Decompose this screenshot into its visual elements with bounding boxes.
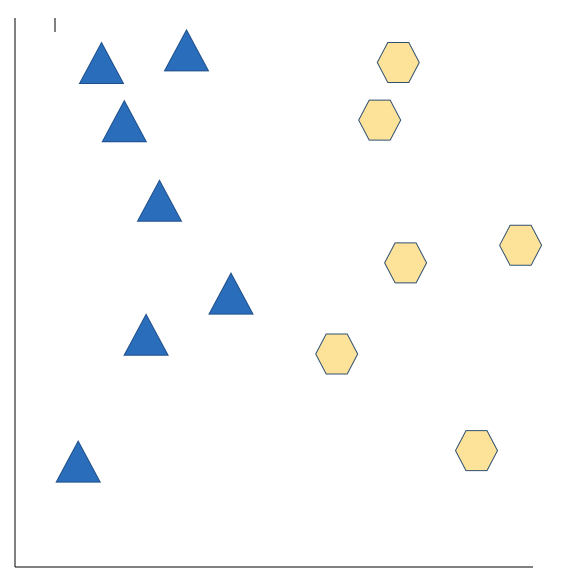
triangle-point-5 — [208, 272, 254, 315]
triangle-point-2 — [163, 28, 210, 72]
triangle-point-3 — [101, 99, 148, 143]
hexagon-point-4 — [499, 224, 543, 266]
hexagon-point-5 — [315, 333, 359, 375]
triangle-point-4 — [136, 179, 183, 222]
plot-area — [55, 28, 543, 483]
hexagon-point-3 — [384, 242, 428, 284]
hexagon-point-2 — [358, 99, 402, 141]
triangle-point-6 — [123, 313, 169, 356]
triangle-point-7 — [55, 440, 102, 483]
hexagon-point-1 — [376, 42, 420, 83]
triangle-point-1 — [78, 41, 125, 84]
hexagon-point-6 — [454, 430, 499, 472]
